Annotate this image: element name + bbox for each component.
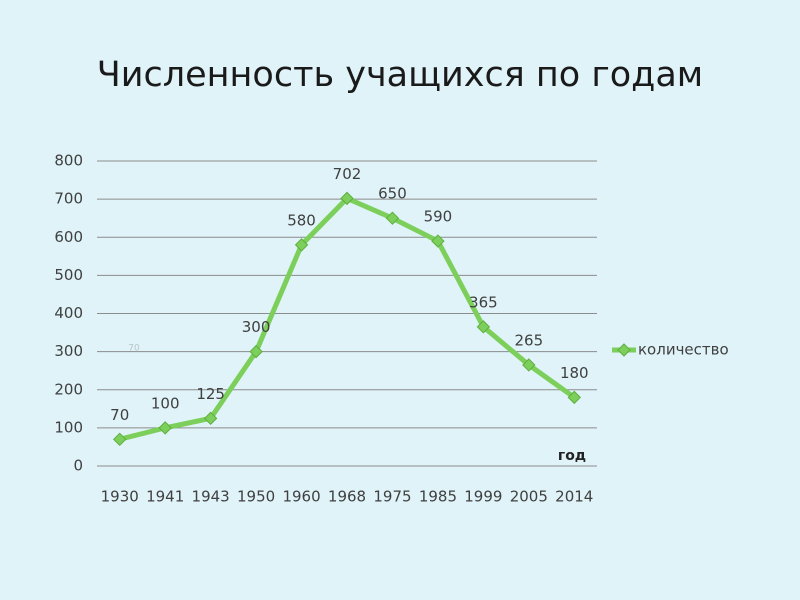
y-tick-label: 500	[54, 266, 83, 284]
x-tick-label: 1950	[237, 488, 275, 506]
data-label: 702	[333, 165, 362, 183]
y-tick-label: 100	[54, 418, 83, 436]
marker	[385, 211, 400, 225]
data-label: 300	[242, 318, 271, 336]
data-label: 70	[110, 406, 129, 424]
data-label: 180	[560, 364, 589, 382]
x-tick-label: 2014	[555, 488, 593, 506]
x-tick-label: 1968	[328, 488, 366, 506]
data-label: 590	[424, 208, 453, 226]
x-tick-label: 1941	[146, 488, 184, 506]
data-label: 100	[151, 394, 180, 412]
marker	[522, 358, 536, 372]
annotation: 70	[128, 344, 140, 354]
marker	[340, 191, 354, 206]
y-tick-label: 800	[54, 152, 83, 170]
x-tick-label: 2005	[510, 488, 548, 506]
marker	[431, 234, 445, 248]
y-tick-label: 0	[73, 457, 83, 475]
data-label: 650	[378, 185, 407, 203]
x-tick-label: 1930	[101, 488, 139, 506]
marker	[567, 390, 581, 405]
x-axis-title: год	[558, 448, 586, 464]
y-tick-label: 300	[54, 342, 83, 360]
data-label: 365	[469, 293, 498, 311]
data-label: 265	[514, 331, 543, 349]
y-tick-label: 400	[54, 304, 83, 322]
marker	[113, 432, 127, 447]
y-tick-label: 600	[54, 228, 83, 246]
y-tick-label: 700	[54, 190, 83, 208]
marker	[617, 343, 631, 357]
marker	[158, 421, 172, 435]
chart-title: Численность учащихся по годам	[97, 55, 703, 95]
legend-label: количество	[638, 341, 729, 359]
marker	[294, 238, 309, 252]
x-tick-label: 1960	[282, 488, 320, 506]
marker	[476, 320, 491, 334]
x-tick-label: 1975	[373, 488, 411, 506]
x-tick-label: 1985	[419, 488, 457, 506]
x-tick-label: 1999	[464, 488, 502, 506]
x-tick-label: 1943	[192, 488, 230, 506]
data-label: 125	[196, 385, 225, 403]
data-label: 580	[287, 211, 316, 229]
marker	[203, 411, 218, 426]
marker	[249, 344, 263, 359]
y-tick-label: 200	[54, 380, 83, 398]
